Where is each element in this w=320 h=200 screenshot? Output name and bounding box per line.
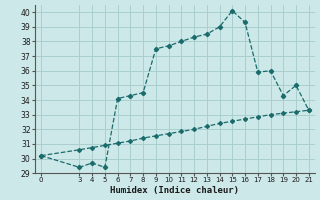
X-axis label: Humidex (Indice chaleur): Humidex (Indice chaleur)	[110, 186, 239, 195]
